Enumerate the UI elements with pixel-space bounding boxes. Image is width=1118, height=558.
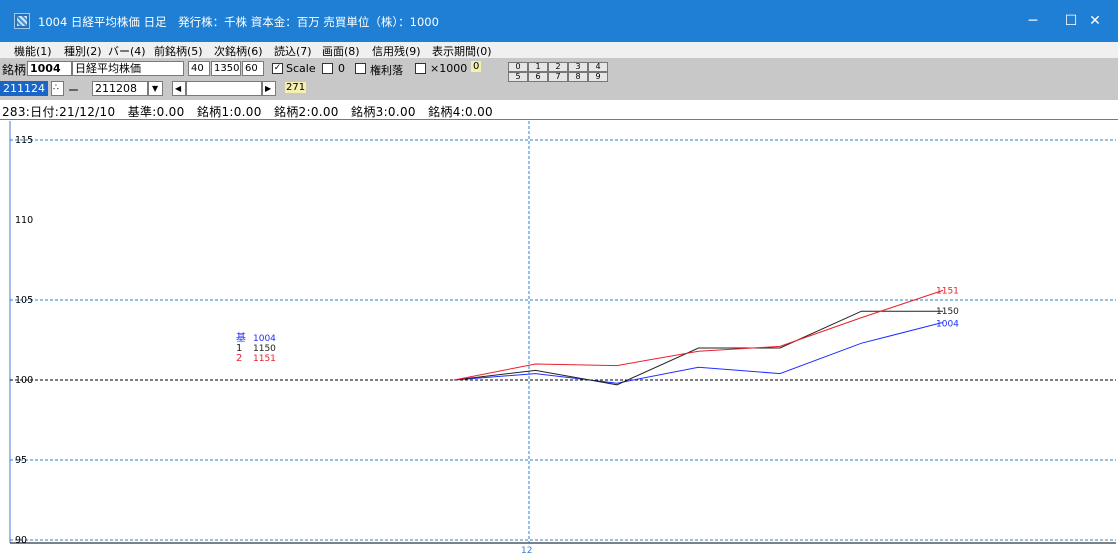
legend-label-1004: 1004 xyxy=(253,334,276,344)
x-tick-label: 12 xyxy=(521,546,532,555)
y-tick-label-115: 115 xyxy=(15,135,33,146)
number-button-3[interactable]: 3 xyxy=(568,62,588,72)
date-range-dash: ー xyxy=(68,84,79,97)
menu-item-type[interactable]: 種別(2) xyxy=(64,45,102,58)
code-input[interactable]: 1004 xyxy=(27,61,72,76)
count-badge: 271 xyxy=(285,82,307,93)
maximize-button[interactable]: ☐ xyxy=(1064,13,1078,29)
y-tick-label-110: 110 xyxy=(15,215,33,226)
close-button[interactable]: ✕ xyxy=(1089,13,1101,29)
kenri-label: 権利落 xyxy=(370,64,403,77)
info-bar: 283:日付:21/12/10 基準:0.00 銘柄1:0.00 銘柄2:0.0… xyxy=(0,100,1118,120)
menu-item-load[interactable]: 読込(7) xyxy=(274,45,312,58)
end-label-1151: 1151 xyxy=(936,286,959,296)
window-title: 1004 日経平均株価 日足 発行株：千株 資本金：百万 売買単位（株）：100… xyxy=(38,15,439,29)
stock-name-field[interactable]: 日経平均株価 xyxy=(72,61,184,76)
series-line-1151 xyxy=(453,289,944,381)
menu-item-bar[interactable]: バー(4) xyxy=(108,45,146,58)
number-button-9[interactable]: 9 xyxy=(588,72,608,82)
legend-marker-1004: 基 xyxy=(236,331,246,344)
y-tick-label-105: 105 xyxy=(15,295,33,306)
series-line-1150 xyxy=(453,310,943,386)
menu-item-next-stock[interactable]: 次銘柄(6) xyxy=(214,45,263,58)
app-icon xyxy=(14,13,30,29)
menu-item-function[interactable]: 機能(1) xyxy=(14,45,52,58)
menu-item-margin[interactable]: 信用残(9) xyxy=(372,45,421,58)
title-bar: 1004 日経平均株価 日足 発行株：千株 資本金：百万 売買単位（株）：100… xyxy=(0,0,1118,42)
scroll-right-icon[interactable]: ▶ xyxy=(262,81,276,96)
legend-label-1150: 1150 xyxy=(253,344,276,354)
number-button-4[interactable]: 4 xyxy=(588,62,608,72)
toolbar: 銘柄 1004 日経平均株価 40 1350 60 ✓ Scale 0 権利落 … xyxy=(0,58,1118,100)
number-button-1[interactable]: 1 xyxy=(528,62,548,72)
legend-label-1151: 1151 xyxy=(253,354,276,364)
zero-value: 0 xyxy=(338,62,345,75)
legend-marker-1151: 2 xyxy=(236,353,242,364)
menu-item-display-period[interactable]: 表示期間(0) xyxy=(432,45,492,58)
scroll-track[interactable] xyxy=(186,81,262,96)
param-b-input[interactable]: 1350 xyxy=(211,61,241,76)
end-label-1004: 1004 xyxy=(936,319,959,329)
code-label: 銘柄 xyxy=(2,63,27,77)
minimize-button[interactable]: ─ xyxy=(1028,13,1038,29)
param-a-input[interactable]: 40 xyxy=(188,61,210,76)
kenri-checkbox[interactable] xyxy=(355,63,366,74)
number-button-6[interactable]: 6 xyxy=(528,72,548,82)
date-from-input[interactable]: 211124 xyxy=(0,81,48,96)
series-line-1004 xyxy=(453,321,944,384)
date-spinner[interactable]: ∴ xyxy=(51,81,64,96)
info-text: 283:日付:21/12/10 基準:0.00 銘柄1:0.00 銘柄2:0.0… xyxy=(2,105,493,119)
number-button-5[interactable]: 5 xyxy=(508,72,528,82)
number-button-7[interactable]: 7 xyxy=(548,72,568,82)
date-to-dropdown-icon[interactable]: ▼ xyxy=(148,81,163,96)
small-value-badge: 0 xyxy=(471,61,482,72)
zero-checkbox[interactable] xyxy=(322,63,333,74)
scale-label: Scale xyxy=(286,62,316,75)
legend-marker-1150: 1 xyxy=(236,343,242,354)
number-button-0[interactable]: 0 xyxy=(508,62,528,72)
date-to-input[interactable]: 211208 xyxy=(92,81,148,96)
end-label-1150: 1150 xyxy=(936,307,959,317)
number-button-8[interactable]: 8 xyxy=(568,72,588,82)
scale-checkbox[interactable]: ✓ xyxy=(272,63,283,74)
scroll-left-icon[interactable]: ◀ xyxy=(172,81,186,96)
x1000-checkbox[interactable] xyxy=(415,63,426,74)
menu-item-prev-stock[interactable]: 前銘柄(5) xyxy=(154,45,203,58)
param-c-input[interactable]: 60 xyxy=(242,61,264,76)
chart-area: 90 95 100 105 110 115 12 1151 1150 1004 基 1004 1 1150… xyxy=(0,121,1118,556)
y-tick-label-95: 95 xyxy=(15,455,27,466)
number-button-2[interactable]: 2 xyxy=(548,62,568,72)
x1000-label: ×1000 xyxy=(430,62,468,75)
y-tick-label-90: 90 xyxy=(15,535,27,546)
menu-item-screen[interactable]: 画面(8) xyxy=(322,45,360,58)
y-tick-label-100: 100 xyxy=(15,375,33,386)
menu-bar: 機能(1) 種別(2) バー(4) 前銘柄(5) 次銘柄(6) 読込(7) 画面… xyxy=(0,42,1118,58)
